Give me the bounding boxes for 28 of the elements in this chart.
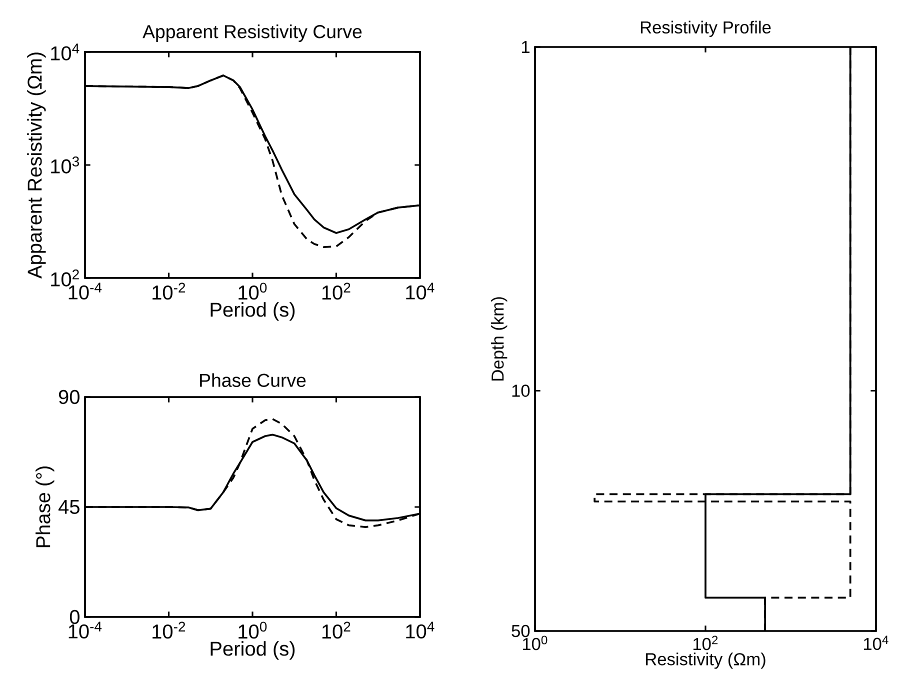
y-tick-label: 10$^{4}$ [51, 44, 80, 60]
x-tick-label: 10$^{4}$ [864, 636, 888, 650]
x-tick-label: 10$^{-2}$ [152, 622, 186, 639]
x-axis-title: Period (s) [210, 302, 295, 321]
x-tick-label: 10$^{0}$ [238, 282, 267, 300]
chart-title: Resistivity Profile [640, 20, 771, 37]
y-tick-label: 10 [512, 384, 530, 397]
x-axis-title: Period (s) [210, 641, 295, 660]
y-axis-title: Phase (°) [36, 466, 54, 548]
x-tick-label: 10$^{2}$ [693, 636, 718, 650]
y-tick-label: 1 [522, 41, 530, 53]
chart-title: Apparent Resistivity Curve [142, 24, 362, 42]
x-axis-title: Resistivity (Ωm) [646, 652, 766, 669]
y-tick-label: 45 [58, 500, 80, 514]
x-tick-label: 10$^{4}$ [406, 282, 434, 300]
y-axis-title: Apparent Resistivity (Ωm) [27, 52, 46, 279]
x-tick-label: 10$^{2}$ [322, 282, 350, 300]
x-tick-label: 10$^{-2}$ [152, 282, 186, 300]
y-tick-label: 10$^{2}$ [51, 270, 79, 286]
y-tick-label: 50 [512, 624, 530, 638]
x-tick-label: 10$^{4}$ [406, 622, 434, 638]
y-tick-label: 0 [70, 610, 80, 624]
y-axis-title: Depth (km) [491, 297, 508, 380]
x-tick-label: 10$^{0}$ [238, 622, 267, 639]
x-tick-label: 10$^{2}$ [322, 622, 350, 639]
y-tick-label: 10$^{3}$ [51, 156, 80, 174]
chart-title: Phase Curve [200, 373, 306, 387]
y-tick-label: 90 [58, 390, 80, 404]
